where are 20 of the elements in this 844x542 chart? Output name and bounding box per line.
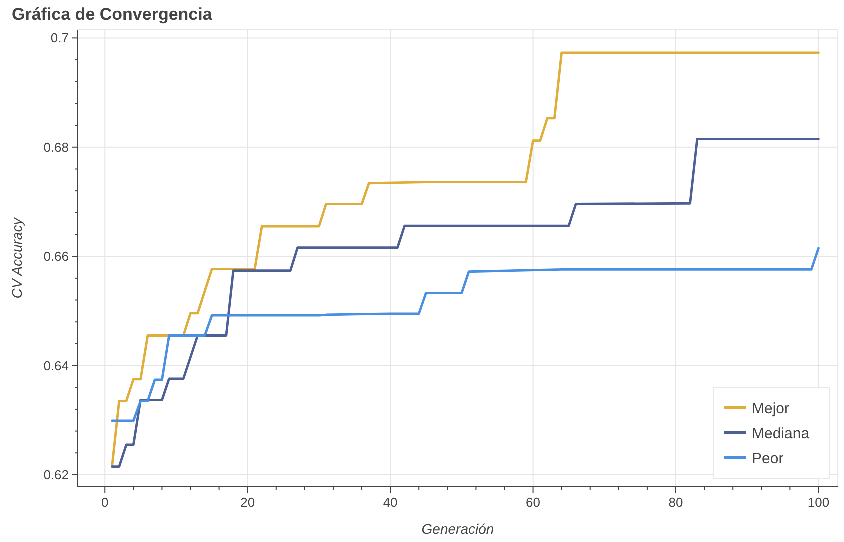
line-series [111,247,820,422]
y-tick-label: 0.68 [44,140,69,155]
line-series [111,52,820,468]
x-tick-label: 100 [808,495,830,510]
x-axis-title: Generación [422,521,494,537]
x-tick-label: 0 [102,495,109,510]
x-tick-label: 20 [240,495,256,510]
y-tick-label: 0.64 [44,358,69,374]
legend-label: Mejor [752,400,790,418]
chart-title: Gráfica de Convergencia [12,5,213,24]
legend-label: Mediana [752,425,810,442]
y-axis-title: CV Accuracy [9,217,25,299]
y-tick-label: 0.7 [50,30,69,46]
legend-label: Peor [752,450,784,468]
y-tick-label: 0.66 [44,249,69,264]
x-tick-label: 80 [668,495,684,510]
x-tick-label: 60 [526,495,541,510]
line-series [111,138,820,468]
x-tick-label: 40 [383,495,398,510]
y-tick-label: 0.62 [44,468,69,483]
